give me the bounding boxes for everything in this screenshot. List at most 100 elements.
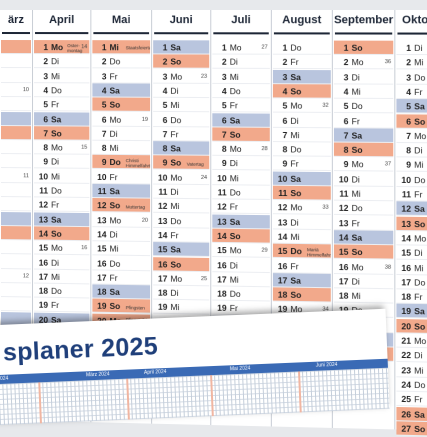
weekday: Sa (230, 113, 246, 127)
weekday: Sa (290, 70, 307, 84)
day-number: 3 (92, 69, 106, 83)
day-cell: 2Di (212, 55, 270, 69)
day-number: 3 (273, 70, 287, 84)
day-number: 16 (153, 257, 167, 271)
day-number: 5 (153, 98, 167, 112)
day-cell: 3Fr (92, 69, 150, 83)
day-number: 17 (273, 273, 287, 287)
day-cell: 2Di (34, 54, 89, 68)
day-number: 10 (153, 170, 167, 184)
day-number: 18 (334, 288, 349, 303)
weekday: Fr (352, 216, 369, 230)
day-number: 6 (273, 113, 287, 127)
day-cell (1, 69, 31, 83)
weekday: Do (414, 173, 427, 188)
day-cell: 16Di (212, 258, 270, 273)
day-number: 10 (212, 171, 226, 185)
weekday: Mi (51, 69, 67, 83)
day-number: 6 (92, 112, 106, 126)
day-cell: 14Fr (153, 228, 209, 243)
weekday: Do (414, 70, 427, 84)
month-rule (213, 32, 268, 34)
month-name: ärz (0, 14, 32, 30)
weekday: So (414, 114, 427, 128)
weekday: Do (414, 378, 427, 393)
day-cell: 17Di (334, 274, 393, 289)
day-cell: 10Mi (212, 171, 270, 186)
weekday: Di (414, 41, 427, 55)
day-cell: 1Mo27 (212, 40, 270, 54)
weekday: Mi (51, 270, 67, 284)
day-cell: 8Di (396, 143, 427, 158)
day-number: 12 (34, 198, 48, 212)
weekday: Mi (352, 289, 369, 304)
day-number: 1 (153, 40, 167, 54)
day-number: 24 (396, 377, 411, 392)
weekday: Di (414, 348, 427, 363)
day-number: 9 (273, 157, 287, 171)
weekday: Mo (352, 55, 369, 69)
weekday: So (352, 41, 369, 55)
day-cell: 1MiStaatsfeiertag (92, 40, 150, 54)
day-number: 14 (212, 229, 226, 243)
day-cell: 14So (212, 229, 270, 244)
day-number: 4 (273, 84, 287, 98)
weekday: So (230, 127, 246, 141)
day-number: 2 (153, 55, 167, 69)
weekday: Mo (170, 69, 186, 83)
day-number: 23 (396, 363, 411, 378)
weekday: Do (51, 284, 67, 298)
weekday: So (414, 319, 427, 334)
day-cell: 15Di (396, 246, 427, 261)
weekday: Mo (51, 140, 67, 154)
day-cell: 12Mi (153, 199, 209, 214)
weekday: So (170, 156, 186, 170)
day-number: 11 (334, 186, 349, 200)
day-number: 15 (396, 246, 411, 261)
day-cell: 9DoChristi Himmelfahrt (92, 155, 150, 170)
weekday: Di (290, 113, 307, 127)
month-name: September (333, 14, 394, 30)
month-rule (154, 32, 208, 34)
day-cell: 14So (34, 226, 89, 241)
day-number: 5 (92, 98, 106, 112)
holiday-note: Christi Himmelfahrt (126, 158, 148, 168)
weekday: Do (170, 113, 186, 127)
weekday: Fr (290, 55, 307, 69)
weekday: Mo (51, 40, 67, 54)
day-number: 16 (396, 260, 411, 275)
weekday: Di (230, 258, 246, 272)
day-number: 8 (334, 143, 349, 157)
day-cell: 13Mo20 (92, 213, 150, 228)
weekday: Fr (110, 270, 126, 284)
weekday: Mi (414, 55, 427, 69)
day-cell (1, 255, 31, 269)
day-number: 15 (212, 243, 226, 257)
day-number: 12 (396, 202, 411, 216)
weekday: Di (230, 156, 246, 170)
holiday-note: Vatertag (187, 161, 209, 166)
weekday: Sa (110, 285, 126, 299)
month-name: April (33, 14, 90, 30)
weekday: So (170, 55, 186, 69)
day-cell (1, 212, 31, 226)
day-cell: 4Mi (334, 84, 393, 99)
weekday: Di (230, 55, 246, 69)
day-number: 17 (334, 274, 349, 289)
day-cell: 7Mi (273, 128, 331, 143)
day-cell: 10 (1, 83, 31, 97)
day-cell: 17Sa (273, 273, 331, 288)
day-cell: 6Mo19 (92, 112, 150, 126)
day-number: 8 (92, 141, 106, 155)
day-number: 14 (273, 229, 287, 243)
day-number: 7 (153, 127, 167, 141)
day-cell: 1Sa (153, 40, 209, 54)
day-cell: 10Fr (92, 170, 150, 185)
weekday: Di (170, 84, 186, 98)
day-number: 13 (212, 214, 226, 228)
weekday: Sa (110, 83, 126, 97)
weekday: Mi (290, 128, 307, 142)
weekday: Sa (414, 202, 427, 217)
day-cell: 4Do (34, 83, 89, 97)
day-cell: 14Sa (334, 230, 393, 245)
